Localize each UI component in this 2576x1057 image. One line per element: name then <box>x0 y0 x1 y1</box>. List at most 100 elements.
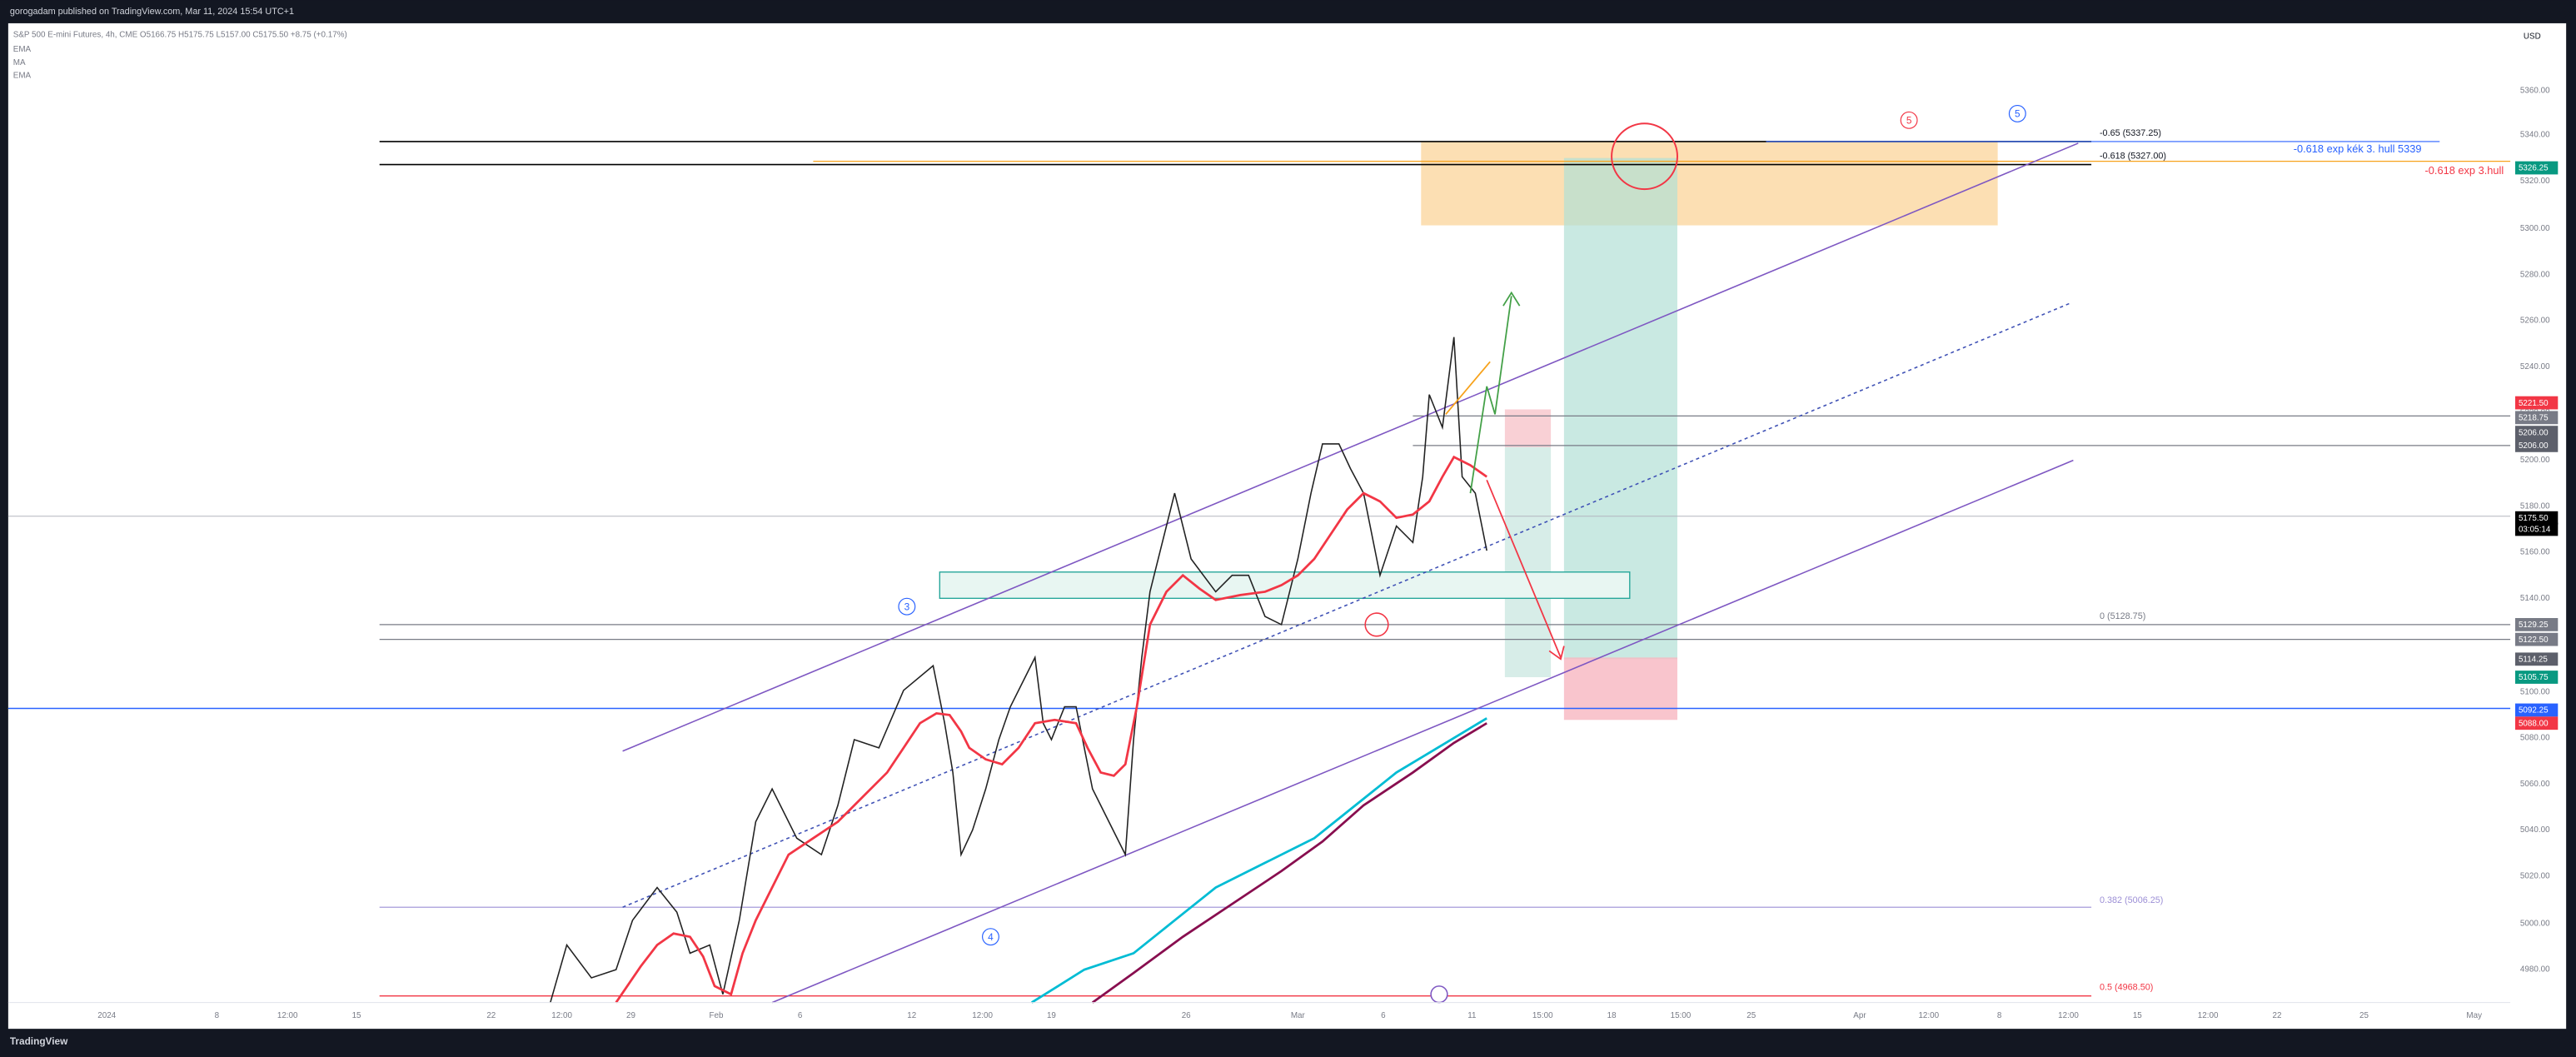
price-label: 5060.00 <box>2520 780 2550 789</box>
price-tag: 5105.75 <box>2519 673 2549 682</box>
time-label: Feb <box>710 1011 725 1020</box>
channel-mid <box>622 302 2072 908</box>
time-label: 12:00 <box>551 1011 572 1020</box>
price-label: 4980.00 <box>2520 965 2550 975</box>
short-profit-zone <box>1504 446 1552 678</box>
time-label: May <box>2466 1011 2482 1020</box>
time-label: 12:00 <box>1918 1011 1939 1020</box>
time-label: 6 <box>1381 1011 1386 1020</box>
support-box <box>939 571 1631 600</box>
indicator: EMA <box>13 45 32 54</box>
fib-label: -0.65 (5337.25) <box>2100 128 2161 138</box>
price-tag: 5092.25 <box>2519 706 2549 715</box>
ema-slow <box>1091 722 1487 1004</box>
price-tag: 5175.50 <box>2519 514 2549 523</box>
time-label: 11 <box>1467 1011 1476 1020</box>
wave-label: 5 <box>2015 108 2020 120</box>
time-label: 29 <box>626 1011 635 1020</box>
price-tag-bg <box>2515 511 2559 525</box>
price-tag: 5218.75 <box>2519 414 2549 423</box>
time-label: 15:00 <box>1532 1011 1553 1020</box>
price-tag: 5088.00 <box>2519 719 2549 728</box>
time-label: 2024 <box>97 1011 116 1020</box>
price-tag-bg <box>2515 671 2559 684</box>
wave-label: 4 <box>988 931 994 943</box>
currency: USD <box>2524 32 2541 41</box>
time-label: 25 <box>1746 1011 1756 1020</box>
price-label: 5340.00 <box>2520 131 2550 140</box>
wave-label: 5 <box>1906 114 1912 126</box>
bear-arrow <box>1486 479 1562 658</box>
fib-label: 0 (5128.75) <box>2100 611 2145 621</box>
price-tag-bg <box>2515 396 2559 410</box>
time-label: Apr <box>1853 1011 1866 1020</box>
price-label: 5080.00 <box>2520 734 2550 743</box>
time-label: 12:00 <box>2198 1011 2219 1020</box>
time-label: 18 <box>1607 1011 1617 1020</box>
time-label: 8 <box>1997 1011 2002 1020</box>
price-label: 5260.00 <box>2520 317 2550 326</box>
long-stop-zone <box>1563 657 1678 720</box>
price-tag-bg <box>2515 618 2559 631</box>
chart-area <box>7 22 2567 1030</box>
time-label: 15:00 <box>1671 1011 1692 1020</box>
price-label: 5200.00 <box>2520 456 2550 465</box>
price-label: 5240.00 <box>2520 362 2550 371</box>
price-label: 5020.00 <box>2520 871 2550 880</box>
price-tag-bg <box>2515 438 2559 452</box>
wave-circle <box>898 597 916 616</box>
price-tag-bg <box>2515 703 2559 717</box>
time-label: 12:00 <box>277 1011 298 1020</box>
event-marker <box>1430 985 1448 1004</box>
time-label: 15 <box>2133 1011 2142 1020</box>
price-tag: 5129.25 <box>2519 621 2549 630</box>
price-tag: 5326.25 <box>2519 164 2549 173</box>
price-tag: 5221.50 <box>2519 399 2549 408</box>
price-label: 5160.00 <box>2520 548 2550 557</box>
marker-circle <box>1364 612 1389 637</box>
price-tag-bg <box>2515 652 2559 666</box>
price-label: 5360.00 <box>2520 86 2550 95</box>
time-label: 15 <box>352 1011 361 1020</box>
price-label: 5040.00 <box>2520 825 2550 835</box>
bull-arrow <box>1469 296 1512 494</box>
ema-fast <box>615 455 1487 1004</box>
time-label: 26 <box>1182 1011 1191 1020</box>
price-label: 5000.00 <box>2520 920 2550 929</box>
price-tag: 03:05:14 <box>2519 526 2551 535</box>
symbol-legend: S&P 500 E-mini Futures, 4h, CME O5166.75… <box>13 30 347 39</box>
time-label: 8 <box>215 1011 220 1020</box>
arrow-head <box>1502 291 1521 307</box>
price-label: 5300.00 <box>2520 224 2550 233</box>
target-circle <box>1611 122 1678 191</box>
wave-circle <box>2008 104 2026 122</box>
price-tag-bg <box>2515 716 2559 730</box>
time-label: 12 <box>907 1011 916 1020</box>
indicator: MA <box>13 58 26 67</box>
indicator: EMA <box>13 72 32 81</box>
price-tag: 5206.00 <box>2519 428 2549 437</box>
projection-line <box>1445 361 1491 415</box>
channel-lower <box>771 459 2074 1004</box>
note: -0.618 exp kék 3. hull 5339 <box>2294 142 2422 155</box>
price-tag: 5206.00 <box>2519 441 2549 451</box>
price-tag-bg <box>2515 632 2559 646</box>
wave-label: 3 <box>904 601 910 612</box>
price-tag: 5122.50 <box>2519 636 2549 645</box>
publisher: gorogadam published on TradingView.com, … <box>10 7 294 17</box>
time-label: 22 <box>2273 1011 2282 1020</box>
price-tag-bg <box>2515 426 2559 439</box>
channel-upper <box>622 142 2079 752</box>
wave-circle <box>982 928 999 946</box>
fib-label: 0.382 (5006.25) <box>2100 895 2163 905</box>
price-tag: 5114.25 <box>2519 656 2548 665</box>
price-label: 5140.00 <box>2520 594 2550 603</box>
price-path <box>550 337 1487 1003</box>
time-label: 19 <box>1047 1011 1056 1020</box>
fib-label: 0.5 (4968.50) <box>2100 983 2153 993</box>
time-label: 12:00 <box>972 1011 993 1020</box>
price-tag-bg <box>2515 522 2559 536</box>
time-label: 25 <box>2359 1011 2369 1020</box>
